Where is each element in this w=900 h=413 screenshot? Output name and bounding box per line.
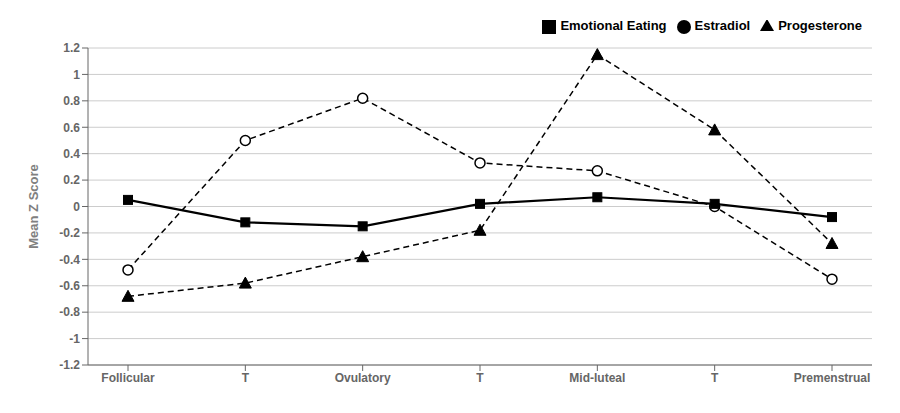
html-text:Estradiol: Estradiol <box>694 18 751 33</box>
svg-text:0.8: 0.8 <box>63 94 80 108</box>
svg-text:Mean Z Score: Mean Z Score <box>26 164 41 249</box>
svg-text:0.2: 0.2 <box>63 173 80 187</box>
svg-text:Mid-luteal: Mid-luteal <box>569 371 625 385</box>
svg-text:-1.2: -1.2 <box>59 358 80 372</box>
svg-text:T: T <box>476 371 484 385</box>
svg-text:-0.6: -0.6 <box>59 279 80 293</box>
svg-text:1: 1 <box>73 68 80 82</box>
svg-text:-1: -1 <box>69 332 80 346</box>
svg-text:-0.8: -0.8 <box>59 305 80 319</box>
svg-text:0.6: 0.6 <box>63 121 80 135</box>
svg-text:Follicular: Follicular <box>101 371 155 385</box>
html-text:Emotional Eating: Emotional Eating <box>560 18 667 33</box>
svg-text:0.4: 0.4 <box>63 147 80 161</box>
svg-text:0: 0 <box>73 200 80 214</box>
svg-text:Ovulatory: Ovulatory <box>335 371 391 385</box>
svg-text:-0.2: -0.2 <box>59 226 80 240</box>
svg-text:-0.4: -0.4 <box>59 253 80 267</box>
svg-text:T: T <box>711 371 719 385</box>
html-text:Progesterone: Progesterone <box>778 18 862 33</box>
svg-text:T: T <box>242 371 250 385</box>
svg-text:Premenstrual: Premenstrual <box>794 371 871 385</box>
svg-text:1.2: 1.2 <box>63 41 80 55</box>
